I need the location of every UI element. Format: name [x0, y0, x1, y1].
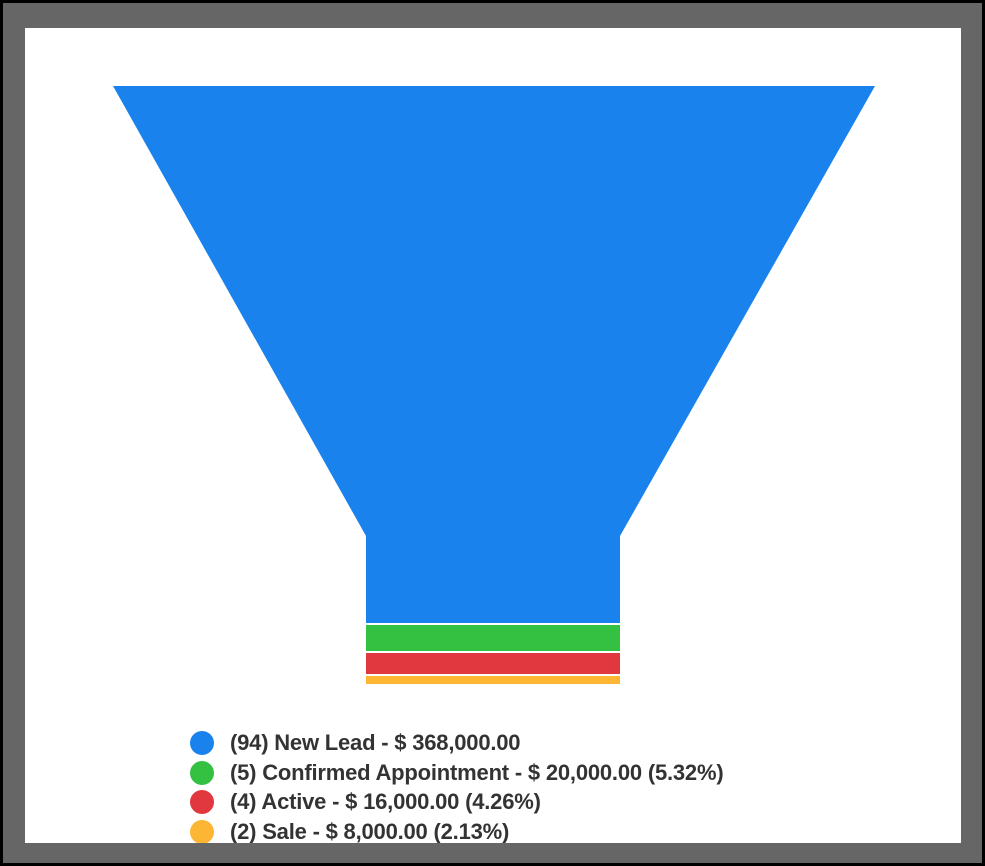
- legend-dot: [190, 819, 214, 843]
- legend-dot: [190, 790, 214, 815]
- legend-dot: [190, 760, 214, 785]
- legend-label: (2) Sale - $ 8,000.00 (2.13%): [230, 818, 510, 843]
- legend-label: (94) New Lead - $ 368,000.00: [230, 729, 521, 755]
- funnel-segment-new-lead: [113, 86, 875, 623]
- legend-label: (4) Active - $ 16,000.00 (4.26%): [230, 789, 541, 815]
- legend-item: (4) Active - $ 16,000.00 (4.26%): [190, 787, 723, 817]
- legend-item: (2) Sale - $ 8,000.00 (2.13%): [190, 817, 723, 843]
- funnel-segment-sale: [366, 676, 620, 684]
- legend-item: (5) Confirmed Appointment - $ 20,000.00 …: [190, 758, 724, 788]
- funnel-segment-active: [366, 653, 620, 674]
- legend-label: (5) Confirmed Appointment - $ 20,000.00 …: [230, 759, 724, 785]
- funnel-segment-confirmed-appointment: [366, 625, 620, 651]
- funnel-chart: [113, 86, 875, 684]
- window-frame: (94) New Lead - $ 368,000.00 (5) Confirm…: [3, 3, 982, 863]
- legend: (94) New Lead - $ 368,000.00 (5) Confirm…: [190, 728, 724, 843]
- legend-item: (94) New Lead - $ 368,000.00: [190, 728, 723, 758]
- legend-dot: [190, 730, 214, 755]
- chart-panel: (94) New Lead - $ 368,000.00 (5) Confirm…: [25, 28, 961, 843]
